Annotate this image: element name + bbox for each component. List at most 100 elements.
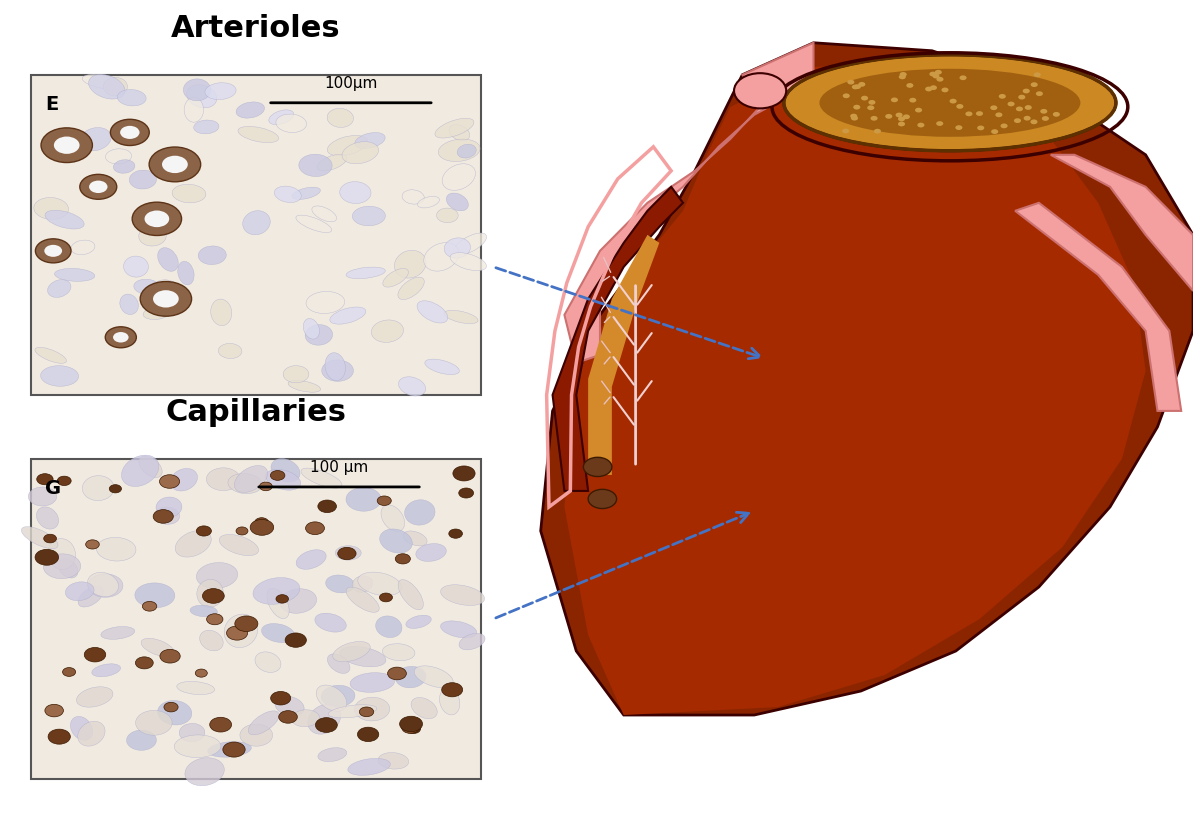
Ellipse shape	[220, 534, 258, 555]
Circle shape	[62, 667, 76, 676]
Ellipse shape	[398, 277, 425, 299]
Text: 100 μm: 100 μm	[310, 460, 368, 475]
Ellipse shape	[460, 633, 485, 649]
Circle shape	[936, 77, 943, 82]
Ellipse shape	[329, 705, 377, 718]
Circle shape	[379, 593, 392, 602]
Circle shape	[862, 96, 868, 101]
Circle shape	[1019, 95, 1025, 100]
Circle shape	[956, 104, 964, 109]
Ellipse shape	[425, 359, 460, 375]
Circle shape	[395, 554, 410, 564]
Ellipse shape	[440, 585, 485, 605]
Circle shape	[358, 727, 379, 742]
Ellipse shape	[330, 307, 366, 324]
Circle shape	[1008, 101, 1015, 106]
Ellipse shape	[820, 69, 1080, 137]
Circle shape	[48, 729, 71, 744]
Circle shape	[110, 119, 149, 146]
Ellipse shape	[124, 256, 149, 277]
Ellipse shape	[371, 320, 403, 343]
Circle shape	[206, 614, 223, 625]
Circle shape	[850, 114, 857, 119]
Circle shape	[377, 496, 391, 506]
Ellipse shape	[88, 573, 119, 596]
Circle shape	[144, 210, 169, 227]
Ellipse shape	[322, 360, 354, 381]
Circle shape	[588, 489, 617, 509]
Circle shape	[1042, 116, 1049, 121]
Circle shape	[965, 111, 972, 116]
Ellipse shape	[352, 576, 373, 592]
Ellipse shape	[242, 211, 270, 235]
Ellipse shape	[157, 700, 192, 725]
Circle shape	[270, 470, 284, 480]
Ellipse shape	[301, 468, 342, 488]
Circle shape	[868, 106, 875, 110]
Ellipse shape	[43, 554, 80, 578]
Ellipse shape	[126, 730, 156, 750]
Ellipse shape	[342, 142, 378, 164]
Ellipse shape	[442, 164, 475, 191]
Ellipse shape	[54, 268, 95, 281]
Circle shape	[58, 476, 71, 486]
Ellipse shape	[296, 550, 326, 569]
Circle shape	[35, 239, 71, 263]
Ellipse shape	[120, 294, 138, 314]
Circle shape	[990, 106, 997, 110]
Ellipse shape	[88, 574, 122, 597]
Ellipse shape	[340, 182, 371, 204]
Ellipse shape	[106, 149, 132, 164]
Ellipse shape	[312, 206, 336, 222]
Ellipse shape	[346, 587, 379, 613]
Ellipse shape	[406, 615, 431, 628]
Ellipse shape	[266, 588, 289, 618]
Ellipse shape	[190, 605, 217, 617]
Circle shape	[869, 100, 876, 105]
Circle shape	[236, 527, 248, 535]
Ellipse shape	[379, 529, 413, 553]
Circle shape	[132, 202, 181, 236]
Ellipse shape	[398, 377, 426, 396]
Ellipse shape	[238, 127, 278, 142]
Circle shape	[196, 669, 208, 677]
Circle shape	[160, 649, 180, 663]
Ellipse shape	[71, 240, 95, 254]
Ellipse shape	[134, 583, 175, 608]
Ellipse shape	[418, 301, 448, 323]
Ellipse shape	[262, 623, 295, 643]
Ellipse shape	[248, 711, 280, 735]
Ellipse shape	[174, 735, 221, 757]
Circle shape	[902, 115, 910, 119]
Circle shape	[1024, 116, 1031, 120]
Ellipse shape	[440, 621, 476, 638]
Circle shape	[54, 137, 79, 154]
Ellipse shape	[234, 465, 268, 492]
PathPatch shape	[1015, 203, 1181, 411]
Circle shape	[80, 174, 116, 200]
Ellipse shape	[101, 627, 134, 640]
Circle shape	[851, 116, 858, 120]
Circle shape	[955, 125, 962, 130]
Ellipse shape	[446, 193, 468, 211]
Ellipse shape	[354, 697, 390, 721]
Circle shape	[930, 85, 937, 90]
Ellipse shape	[416, 544, 446, 561]
Circle shape	[316, 717, 337, 732]
Ellipse shape	[378, 753, 409, 769]
Circle shape	[164, 703, 178, 712]
Ellipse shape	[288, 380, 320, 392]
Ellipse shape	[353, 206, 385, 226]
Ellipse shape	[348, 758, 390, 775]
PathPatch shape	[588, 235, 659, 475]
PathPatch shape	[552, 187, 683, 491]
Ellipse shape	[434, 119, 474, 138]
Circle shape	[886, 114, 893, 119]
Circle shape	[853, 105, 860, 110]
Ellipse shape	[218, 344, 242, 358]
Ellipse shape	[65, 582, 94, 600]
Ellipse shape	[276, 114, 306, 133]
Ellipse shape	[424, 243, 458, 271]
Ellipse shape	[444, 310, 478, 324]
Ellipse shape	[48, 280, 71, 298]
